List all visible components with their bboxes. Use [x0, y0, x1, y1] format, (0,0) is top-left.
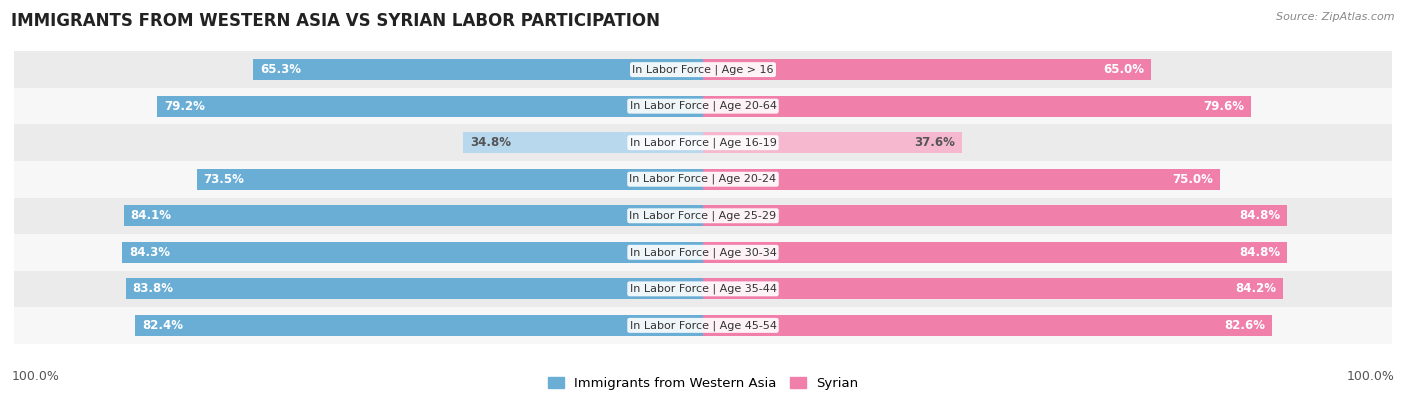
- Text: 34.8%: 34.8%: [470, 136, 512, 149]
- Bar: [703, 132, 962, 153]
- Text: 100.0%: 100.0%: [11, 370, 59, 383]
- Text: In Labor Force | Age 20-24: In Labor Force | Age 20-24: [630, 174, 776, 184]
- Bar: [463, 132, 703, 153]
- Text: 83.8%: 83.8%: [132, 282, 173, 295]
- Text: IMMIGRANTS FROM WESTERN ASIA VS SYRIAN LABOR PARTICIPATION: IMMIGRANTS FROM WESTERN ASIA VS SYRIAN L…: [11, 12, 661, 30]
- Text: 79.6%: 79.6%: [1204, 100, 1244, 113]
- Bar: [703, 205, 1288, 226]
- Text: 82.4%: 82.4%: [142, 319, 183, 332]
- Bar: [703, 278, 1284, 299]
- Text: 84.8%: 84.8%: [1239, 246, 1281, 259]
- Bar: [14, 234, 1392, 271]
- Bar: [703, 242, 1288, 263]
- Bar: [157, 96, 703, 117]
- Text: 65.3%: 65.3%: [260, 63, 301, 76]
- Bar: [125, 278, 703, 299]
- Text: 84.2%: 84.2%: [1236, 282, 1277, 295]
- Text: Source: ZipAtlas.com: Source: ZipAtlas.com: [1277, 12, 1395, 22]
- Text: 73.5%: 73.5%: [204, 173, 245, 186]
- Bar: [122, 242, 703, 263]
- Text: 84.8%: 84.8%: [1239, 209, 1281, 222]
- Text: In Labor Force | Age 16-19: In Labor Force | Age 16-19: [630, 137, 776, 148]
- Bar: [135, 315, 703, 336]
- Bar: [14, 271, 1392, 307]
- Bar: [197, 169, 703, 190]
- Bar: [253, 59, 703, 80]
- Text: 100.0%: 100.0%: [1347, 370, 1395, 383]
- Text: In Labor Force | Age 20-64: In Labor Force | Age 20-64: [630, 101, 776, 111]
- Bar: [14, 51, 1392, 88]
- Text: 84.3%: 84.3%: [129, 246, 170, 259]
- Bar: [703, 169, 1219, 190]
- Bar: [124, 205, 703, 226]
- Text: In Labor Force | Age 25-29: In Labor Force | Age 25-29: [630, 211, 776, 221]
- Text: 65.0%: 65.0%: [1102, 63, 1144, 76]
- Text: 84.1%: 84.1%: [131, 209, 172, 222]
- Bar: [14, 198, 1392, 234]
- Bar: [703, 96, 1251, 117]
- Bar: [14, 124, 1392, 161]
- Legend: Immigrants from Western Asia, Syrian: Immigrants from Western Asia, Syrian: [548, 377, 858, 389]
- Bar: [14, 307, 1392, 344]
- Text: 75.0%: 75.0%: [1173, 173, 1213, 186]
- Text: 82.6%: 82.6%: [1225, 319, 1265, 332]
- Bar: [14, 88, 1392, 124]
- Text: In Labor Force | Age 30-34: In Labor Force | Age 30-34: [630, 247, 776, 258]
- Bar: [703, 59, 1152, 80]
- Text: 37.6%: 37.6%: [914, 136, 955, 149]
- Text: In Labor Force | Age > 16: In Labor Force | Age > 16: [633, 64, 773, 75]
- Text: 79.2%: 79.2%: [165, 100, 205, 113]
- Bar: [14, 161, 1392, 198]
- Text: In Labor Force | Age 45-54: In Labor Force | Age 45-54: [630, 320, 776, 331]
- Text: In Labor Force | Age 35-44: In Labor Force | Age 35-44: [630, 284, 776, 294]
- Bar: [703, 315, 1272, 336]
